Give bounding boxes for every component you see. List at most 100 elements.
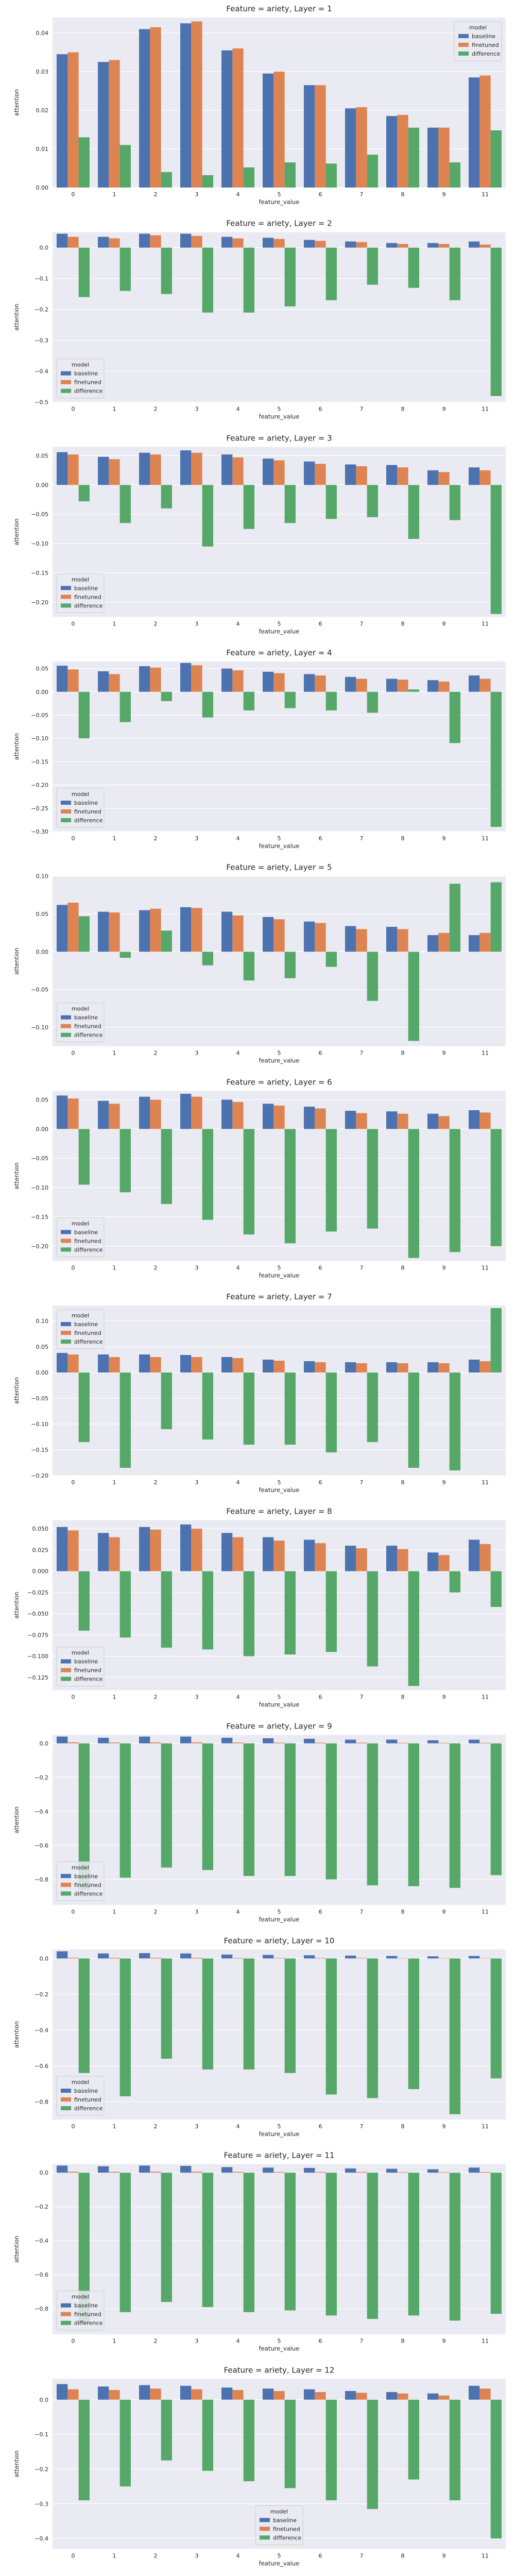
- bar-finetuned: [479, 2172, 491, 2173]
- x-tick-label: 0: [72, 620, 75, 627]
- x-tick-label: 3: [195, 2338, 199, 2345]
- bar-baseline: [263, 1104, 274, 1129]
- bar-difference: [243, 1743, 254, 1876]
- legend-entry: baseline: [273, 2517, 297, 2523]
- bar-difference: [119, 2173, 131, 2312]
- bar-baseline: [221, 236, 233, 248]
- bar-baseline: [304, 674, 315, 692]
- legend-swatch-difference: [61, 818, 71, 823]
- legend-entry: baseline: [74, 1014, 98, 1021]
- x-tick-label: 2: [154, 406, 158, 413]
- chart-title: Feature = ariety, Layer = 5: [226, 863, 332, 872]
- bar-finetuned: [67, 1098, 79, 1129]
- bar-baseline: [221, 911, 233, 952]
- x-tick-label: 4: [236, 1264, 240, 1271]
- legend-title: model: [72, 362, 89, 368]
- legend-swatch-finetuned: [458, 43, 469, 47]
- chart-panel-layer-9: Feature = ariety, Layer = 9 −0.8 −0.6 −0.4 −…: [13, 1721, 506, 1923]
- legend-swatch-finetuned: [61, 1024, 71, 1028]
- bar-baseline: [386, 1956, 398, 1959]
- bar-baseline: [345, 1362, 356, 1373]
- bar-finetuned: [438, 1363, 450, 1373]
- legend-box: [56, 788, 105, 828]
- x-tick-label: 7: [360, 1694, 364, 1701]
- bar-finetuned: [438, 1958, 450, 1959]
- bar-baseline: [57, 2384, 68, 2400]
- legend-box: [56, 1647, 105, 1687]
- x-tick-label: 1: [113, 1908, 116, 1915]
- bar-baseline: [98, 2386, 109, 2400]
- bar-finetuned: [356, 1113, 367, 1129]
- x-tick-label: 1: [113, 2123, 116, 2130]
- legend-box: [56, 1217, 105, 1257]
- x-tick-label: 8: [401, 1908, 405, 1915]
- x-tick-label: 11: [482, 1050, 489, 1057]
- bar-difference: [161, 485, 172, 509]
- y-tick-label: −0.15: [31, 758, 48, 765]
- chart-title: Feature = ariety, Layer = 11: [224, 2151, 335, 2160]
- bar-baseline: [180, 907, 192, 952]
- x-axis-label: feature_value: [259, 842, 300, 850]
- bar-finetuned: [67, 1354, 79, 1373]
- bar-difference: [119, 1129, 131, 1193]
- x-tick-label: 5: [278, 191, 281, 198]
- bar-difference: [119, 1372, 131, 1468]
- legend-swatch-baseline: [61, 371, 71, 376]
- bar-baseline: [469, 241, 480, 248]
- bar-finetuned: [232, 238, 244, 248]
- bar-baseline: [427, 1552, 439, 1571]
- bar-finetuned: [67, 1742, 79, 1743]
- bar-difference: [78, 691, 90, 739]
- bar-difference: [408, 2173, 419, 2316]
- bar-baseline: [139, 666, 150, 692]
- chart-title: Feature = ariety, Layer = 12: [224, 2365, 335, 2375]
- bar-baseline: [386, 465, 398, 485]
- x-tick-label: 6: [319, 835, 322, 842]
- bar-baseline: [139, 1527, 150, 1571]
- bar-finetuned: [438, 2395, 450, 2400]
- legend: model baseline finetuned difference: [56, 1309, 105, 1349]
- chart-panel-layer-12: Feature = ariety, Layer = 12 −0.4 −0.3 −0.2…: [13, 2365, 506, 2567]
- y-tick-label: −0.10: [31, 1421, 48, 1428]
- bar-baseline: [221, 1737, 233, 1743]
- bar-finetuned: [273, 1105, 285, 1129]
- bar-finetuned: [315, 2172, 326, 2173]
- bar-finetuned: [150, 27, 161, 188]
- x-tick-label: 6: [319, 1264, 322, 1271]
- legend-swatch-finetuned: [61, 380, 71, 384]
- bar-difference: [161, 1743, 172, 1868]
- legend-entry: finetuned: [74, 379, 101, 386]
- y-tick-label: −0.3: [35, 337, 48, 344]
- bar-difference: [78, 247, 90, 297]
- bar-finetuned: [397, 2172, 408, 2173]
- x-tick-label: 9: [442, 1694, 446, 1701]
- bar-baseline: [304, 461, 315, 485]
- y-tick-label: −0.4: [35, 2238, 48, 2244]
- x-tick-label: 1: [113, 1694, 116, 1701]
- legend-entry: finetuned: [472, 42, 499, 48]
- x-tick-label: 8: [401, 2552, 405, 2559]
- legend-entry: finetuned: [74, 1238, 101, 1244]
- x-tick-label: 5: [278, 1908, 281, 1915]
- legend: model baseline finetuned difference: [56, 1217, 105, 1257]
- y-tick-label: 0.0: [40, 1740, 49, 1747]
- bar-baseline: [304, 921, 315, 952]
- bar-baseline: [180, 1736, 192, 1743]
- bar-difference: [284, 2399, 296, 2488]
- bar-baseline: [98, 62, 109, 188]
- bar-baseline: [57, 1353, 68, 1373]
- legend: model baseline finetuned difference: [56, 359, 105, 399]
- bar-finetuned: [109, 2389, 120, 2400]
- bar-difference: [449, 485, 460, 520]
- x-tick-label: 3: [195, 191, 199, 198]
- y-tick-label: −0.4: [35, 1808, 48, 1815]
- x-tick-label: 2: [154, 2338, 158, 2345]
- bar-baseline: [427, 2169, 439, 2173]
- x-tick-label: 8: [401, 406, 405, 413]
- x-tick-label: 6: [319, 2552, 322, 2559]
- x-tick-label: 0: [72, 1264, 75, 1271]
- y-tick-label: −0.6: [35, 1842, 48, 1849]
- bar-baseline: [345, 926, 356, 952]
- x-tick-label: 8: [401, 620, 405, 627]
- y-tick-label: −0.8: [35, 1876, 48, 1883]
